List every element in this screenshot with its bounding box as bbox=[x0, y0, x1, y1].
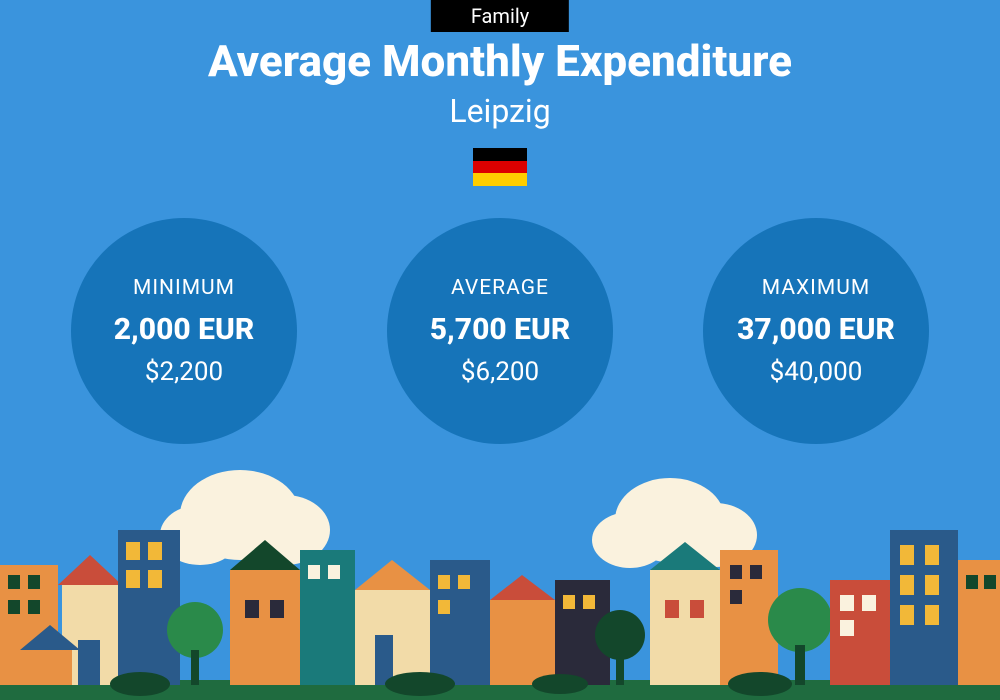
stat-label: AVERAGE bbox=[451, 276, 549, 300]
stat-secondary-value: $2,200 bbox=[145, 357, 223, 387]
stat-label: MINIMUM bbox=[133, 276, 235, 300]
city-subtitle: Leipzig bbox=[0, 92, 1000, 130]
flag-stripe-2 bbox=[473, 161, 527, 174]
flag-icon bbox=[473, 148, 527, 186]
category-badge: Family bbox=[431, 0, 569, 32]
page-title: Average Monthly Expenditure bbox=[0, 35, 1000, 87]
stat-average: AVERAGE 5,700 EUR $6,200 bbox=[387, 218, 613, 444]
stat-primary-value: 5,700 EUR bbox=[430, 312, 571, 347]
stat-primary-value: 2,000 EUR bbox=[114, 312, 255, 347]
stat-secondary-value: $6,200 bbox=[461, 357, 539, 387]
stat-secondary-value: $40,000 bbox=[770, 357, 863, 387]
flag-stripe-1 bbox=[473, 148, 527, 161]
stat-primary-value: 37,000 EUR bbox=[737, 312, 895, 347]
stat-minimum: MINIMUM 2,000 EUR $2,200 bbox=[71, 218, 297, 444]
city-illustration bbox=[0, 470, 1000, 700]
flag-stripe-3 bbox=[473, 173, 527, 186]
badge-label: Family bbox=[471, 4, 529, 28]
stats-row: MINIMUM 2,000 EUR $2,200 AVERAGE 5,700 E… bbox=[0, 218, 1000, 444]
stat-label: MAXIMUM bbox=[762, 276, 870, 300]
stat-maximum: MAXIMUM 37,000 EUR $40,000 bbox=[703, 218, 929, 444]
infographic-canvas: Family Average Monthly Expenditure Leipz… bbox=[0, 0, 1000, 700]
